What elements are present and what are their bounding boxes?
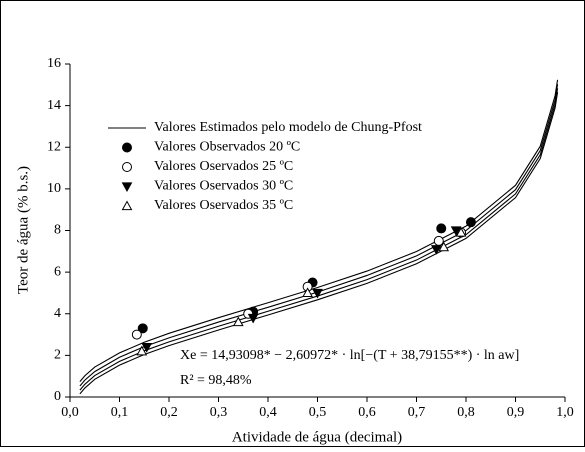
legend-label: Valores Oservados 35 ºC <box>154 198 293 213</box>
legend-marker <box>122 162 132 172</box>
x-axis-label: Atividade de água (decimal) <box>232 429 402 445</box>
marker <box>436 223 447 234</box>
marker <box>247 313 259 324</box>
x-tick-label: 0,1 <box>111 405 129 420</box>
y-tick-label: 10 <box>47 181 61 196</box>
y-tick-label: 2 <box>54 348 61 363</box>
x-tick-label: 0,2 <box>160 405 178 420</box>
x-tick-label: 0,3 <box>210 405 228 420</box>
marker <box>430 245 442 255</box>
marker <box>465 217 476 228</box>
marker <box>433 235 444 246</box>
marker <box>312 288 323 299</box>
equation: Xe = 14,93098* − 2,60972* · ln[−(T + 38,… <box>180 348 519 363</box>
y-tick-label: 16 <box>47 56 61 71</box>
marker <box>302 287 313 298</box>
legend-label: Valores Oservados 30 ºC <box>154 179 293 194</box>
marker <box>455 227 467 237</box>
marker <box>450 226 462 237</box>
y-tick-label: 12 <box>47 139 61 154</box>
marker <box>141 342 153 353</box>
x-tick-label: 0,4 <box>259 405 277 420</box>
legend-label: Valores Estimados pelo modelo de Chung-P… <box>154 120 422 135</box>
fit-curve <box>79 92 559 395</box>
x-tick-label: 0,5 <box>309 405 327 420</box>
marker <box>136 345 148 356</box>
y-tick-label: 4 <box>54 306 61 321</box>
y-axis-label: Teor de água (% b.s.) <box>15 166 31 294</box>
marker <box>438 241 450 252</box>
fit-curve <box>79 79 559 382</box>
legend-label: Valores Observados 20 ºC <box>154 140 300 155</box>
x-tick-label: 0,0 <box>61 405 79 420</box>
legend-marker <box>121 182 133 193</box>
marker <box>232 316 244 327</box>
legend-marker <box>122 142 132 153</box>
x-tick-label: 0,6 <box>358 405 376 420</box>
legend-label: Valores Oservados 25 ºC <box>154 159 293 174</box>
r-squared: R² = 98,48% <box>180 373 252 388</box>
y-tick-label: 0 <box>54 389 61 404</box>
x-tick-label: 0,9 <box>507 405 525 420</box>
marker <box>131 329 142 340</box>
y-tick-label: 8 <box>54 223 61 238</box>
fit-curve <box>79 88 559 391</box>
legend-marker <box>121 200 133 211</box>
y-tick-label: 6 <box>54 264 61 279</box>
y-tick-label: 14 <box>47 98 61 113</box>
fit-curve <box>79 84 559 387</box>
marker <box>137 323 148 334</box>
x-tick-label: 0,8 <box>457 405 475 420</box>
x-tick-label: 0,7 <box>408 405 426 420</box>
x-tick-label: 1,0 <box>556 405 574 420</box>
